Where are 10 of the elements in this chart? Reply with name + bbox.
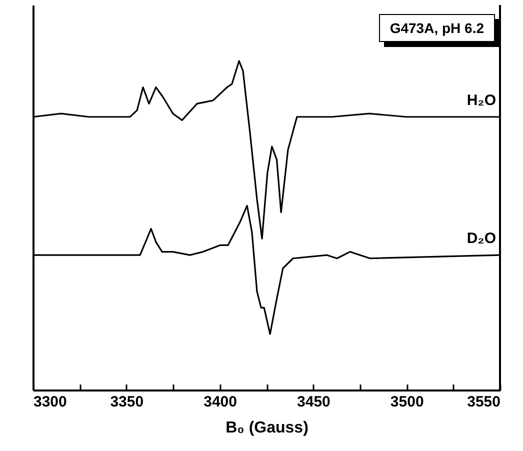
x-tick-label: 3500 (390, 394, 424, 410)
x-axis-title: B₀ (Gauss) (226, 420, 308, 436)
x-tick-label: 3550 (467, 394, 500, 410)
series-label: D₂O (466, 230, 496, 248)
x-tick-label: 3300 (34, 394, 67, 410)
x-tick-label: 3350 (110, 394, 144, 410)
x-tick-label: 3450 (297, 394, 330, 410)
x-tick-label: 3400 (204, 394, 237, 410)
chart-title: G473A, pH 6.2 (378, 14, 495, 42)
series-label: H₂O (466, 92, 496, 109)
